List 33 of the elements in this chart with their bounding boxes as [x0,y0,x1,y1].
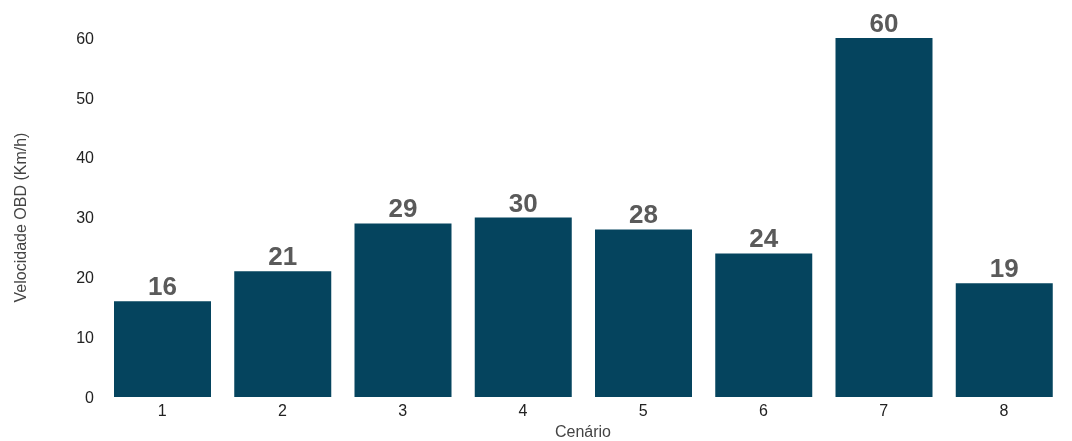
x-tick-label: 1 [157,402,167,420]
bar [474,217,572,397]
data-label: 28 [629,199,658,230]
x-tick-label: 2 [277,402,287,420]
data-label: 60 [869,8,899,38]
bar [715,253,813,397]
bar [354,223,452,397]
y-tick-label: 60 [76,29,95,47]
x-tick-label: 7 [879,402,889,420]
data-label: 19 [989,253,1019,284]
data-label: 24 [749,223,779,254]
data-label: 29 [388,193,418,224]
data-label: 21 [268,241,298,272]
bar [955,283,1053,397]
bar [234,271,332,397]
x-tick-label: 5 [638,402,648,420]
bar [595,229,692,397]
y-tick-label: 10 [76,328,95,346]
bar [835,38,933,397]
x-tick-label: 8 [999,402,1009,420]
x-tick-label: 4 [518,402,528,420]
x-axis-title: Cenário [554,423,612,440]
y-tick-label: 30 [76,209,95,227]
y-tick-label: 40 [76,149,95,167]
data-label: 16 [148,271,177,302]
bar [114,301,211,397]
y-tick-label: 0 [85,388,95,406]
y-axis-title: Velocidade OBD (Km/h) [11,132,29,303]
x-tick-label: 6 [758,402,768,420]
data-label: 30 [508,187,538,218]
x-tick-label: 3 [398,402,408,420]
y-tick-label: 50 [76,89,95,107]
y-tick-label: 20 [76,269,95,287]
